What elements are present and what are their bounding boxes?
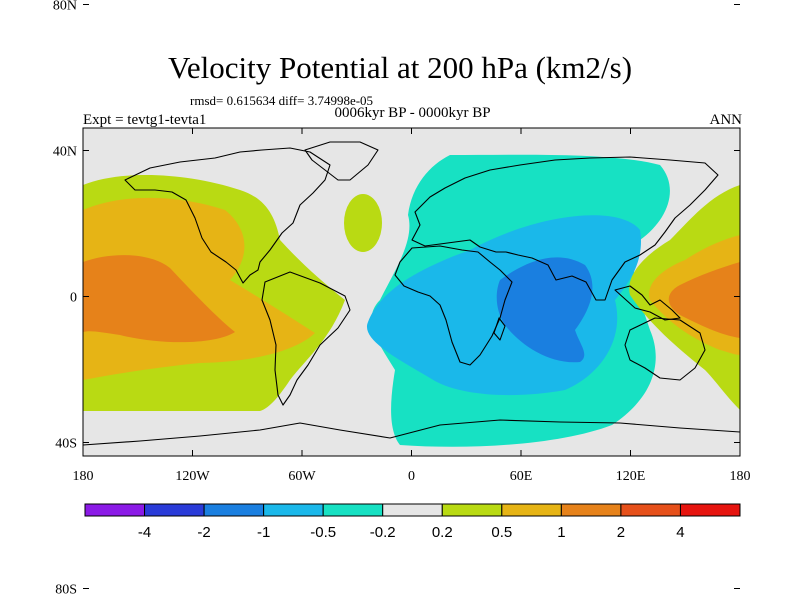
colorbar: -4 -2 -1 -0.5 -0.2 0.2 0.5 1 2 4 [84,503,741,541]
coastlines [83,141,740,446]
map-panel: 180 120W 60W 0 60E 120E 180 80N 40N 0 40S 80S [53,0,751,598]
contour-region [668,262,740,338]
colorbar-label: -0.5 [310,524,336,541]
colorbar-swatch [679,503,741,517]
colorbar-swatch [84,503,146,517]
colorbar-label: 2 [617,524,625,541]
lon-tick-label: 120E [616,469,646,484]
coastline-eurasia [411,156,719,301]
lat-tick-label: 0 [70,291,77,306]
colorbar-swatch [382,503,443,517]
colorbar-swatch [263,503,324,517]
colorbar-label: 0.5 [491,524,512,541]
lon-tick-label: 180 [73,469,94,484]
colorbar-swatch [441,503,503,517]
coastline-greenland [304,141,379,181]
colorbar-label: -0.2 [370,524,396,541]
coastline-africa [394,245,513,366]
coastline-south-america [261,271,351,406]
coastline-north-america [124,147,331,284]
coastline-australia [624,317,706,381]
lon-tick-label: 60W [288,469,316,484]
colorbar-swatch [144,503,205,517]
colorbar-swatch [203,503,265,517]
lat-tick-label: 40S [55,437,77,452]
contour-region [83,255,235,343]
stats-text: rmsd= 0.615634 diff= 3.74998e-05 [190,93,374,108]
coastline-antarctica [83,419,740,446]
colorbar-swatch [620,503,681,517]
lon-tick-label: 0 [408,469,415,484]
axis-ticks: 180 120W 60W 0 60E 120E 180 80N 40N 0 40S 80S [53,0,751,598]
coastline-se-asia-islands [614,285,681,321]
colorbar-label: 0.2 [432,524,453,541]
colorbar-label: 4 [676,524,684,541]
coastline-madagascar [493,317,506,341]
lon-tick-label: 180 [730,469,751,484]
colorbar-label: -2 [197,524,210,541]
lon-tick-label: 60E [510,469,533,484]
contour-region [344,194,382,252]
experiment-label: Expt = tevtg1-tevta1 [83,112,207,128]
contour-region [496,257,593,363]
period-label: 0006kyr BP - 0000kyr BP [334,105,491,121]
lat-tick-label: 80S [55,583,77,598]
contour-fill [83,141,740,447]
colorbar-label: -4 [138,524,151,541]
lat-tick-label: 40N [53,145,77,160]
colorbar-swatch [322,503,384,517]
colorbar-swatch [501,503,562,517]
season-label: ANN [709,112,743,128]
colorbar-swatch [560,503,622,517]
map-title: Velocity Potential at 200 hPa (km2/s) [167,50,633,85]
colorbar-label: 1 [557,524,565,541]
colorbar-label: -1 [257,524,270,541]
lat-tick-label: 80N [53,0,77,14]
lon-tick-label: 120W [175,469,210,484]
